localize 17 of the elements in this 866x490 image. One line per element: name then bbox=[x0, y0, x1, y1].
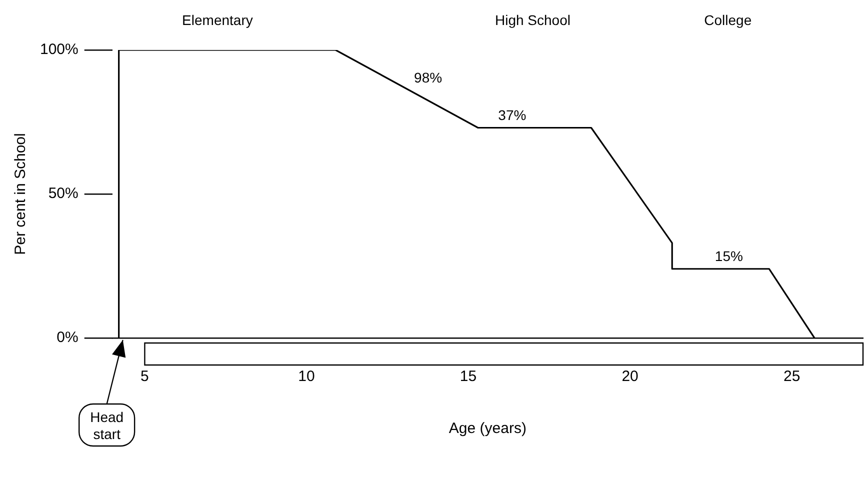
y-tick-label: 100% bbox=[40, 41, 78, 58]
text: College bbox=[704, 12, 752, 28]
x-tick-label: 15 bbox=[460, 368, 477, 386]
annotation: 98% bbox=[414, 69, 442, 86]
x-tick-label: 25 bbox=[783, 368, 800, 386]
y-tick-label: 0% bbox=[56, 329, 78, 346]
annotation: 37% bbox=[498, 106, 526, 123]
text: High School bbox=[494, 12, 570, 28]
annotation: 15% bbox=[714, 248, 743, 264]
y-axis-title: Per cent in School bbox=[12, 133, 30, 255]
annotation: Head start bbox=[90, 409, 124, 442]
x-tick-label: 5 bbox=[140, 368, 149, 386]
y-tick-label: 50% bbox=[48, 185, 78, 202]
x-tick-label: 10 bbox=[298, 368, 315, 386]
x-tick-label: 20 bbox=[622, 368, 638, 386]
x-axis-title: Age (years) bbox=[448, 420, 526, 438]
text: Elementary bbox=[182, 12, 253, 28]
